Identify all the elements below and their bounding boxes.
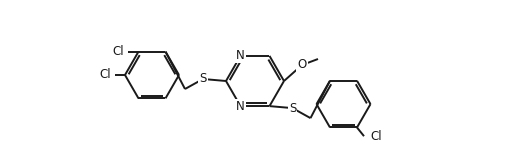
Text: Cl: Cl [99, 69, 111, 82]
Text: S: S [288, 102, 296, 115]
Text: O: O [297, 58, 306, 72]
Text: Cl: Cl [369, 130, 381, 143]
Text: S: S [199, 73, 206, 85]
Text: N: N [236, 100, 244, 113]
Text: N: N [236, 49, 244, 62]
Text: Cl: Cl [112, 45, 124, 58]
